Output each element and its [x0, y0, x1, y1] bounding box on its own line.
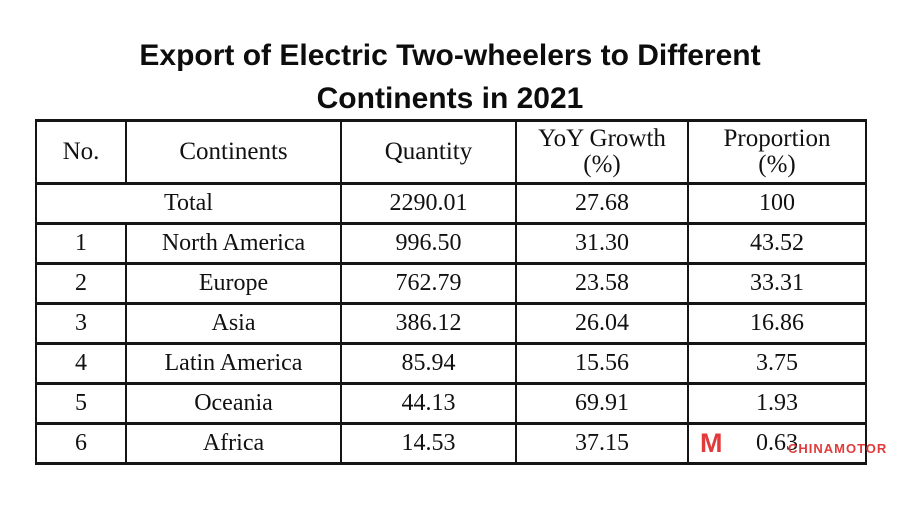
cell-quantity: 14.53 — [340, 422, 517, 465]
cell-continent: North America — [125, 222, 342, 265]
cell-proportion: 0.63 — [687, 422, 867, 465]
column-header-sub: (%) — [583, 151, 621, 178]
table-row: 6 Africa 14.53 37.15 0.63 — [35, 422, 867, 465]
total-row: Total 2290.01 27.68 100 — [35, 182, 867, 225]
cell-proportion: 3.75 — [687, 342, 867, 385]
table-row: 3 Asia 386.12 26.04 16.86 — [35, 302, 867, 345]
header-row: No. Continents Quantity YoY Growth (%) P… — [35, 119, 867, 185]
column-header-sub: (%) — [758, 151, 796, 178]
cell-no: 4 — [35, 342, 127, 385]
export-table: No. Continents Quantity YoY Growth (%) P… — [35, 119, 867, 465]
cell-total-yoy: 27.68 — [515, 182, 689, 225]
cell-total-proportion: 100 — [687, 182, 867, 225]
cell-no: 1 — [35, 222, 127, 265]
cell-proportion: 16.86 — [687, 302, 867, 345]
table-row: 2 Europe 762.79 23.58 33.31 — [35, 262, 867, 305]
cell-proportion: 43.52 — [687, 222, 867, 265]
table-row: 5 Oceania 44.13 69.91 1.93 — [35, 382, 867, 425]
cell-yoy: 26.04 — [515, 302, 689, 345]
table-row: 4 Latin America 85.94 15.56 3.75 — [35, 342, 867, 385]
cell-proportion: 1.93 — [687, 382, 867, 425]
cell-continent: Europe — [125, 262, 342, 305]
cell-total-label: Total — [35, 182, 342, 225]
page-title: Export of Electric Two-wheelers to Diffe… — [0, 34, 900, 120]
cell-quantity: 44.13 — [340, 382, 517, 425]
column-header-label: Continents — [179, 138, 288, 165]
cell-continent: Asia — [125, 302, 342, 345]
cell-no: 2 — [35, 262, 127, 305]
cell-yoy: 31.30 — [515, 222, 689, 265]
column-header-label: Quantity — [384, 138, 473, 165]
cell-proportion: 33.31 — [687, 262, 867, 305]
column-header-label: No. — [62, 138, 100, 165]
cell-continent: Africa — [125, 422, 342, 465]
page-title-line1: Export of Electric Two-wheelers to Diffe… — [139, 39, 761, 72]
cell-quantity: 996.50 — [340, 222, 517, 265]
cell-yoy: 23.58 — [515, 262, 689, 305]
column-header-continents: Continents — [125, 119, 342, 185]
column-header-no: No. — [35, 119, 127, 185]
cell-quantity: 762.79 — [340, 262, 517, 305]
cell-no: 6 — [35, 422, 127, 465]
cell-total-quantity: 2290.01 — [340, 182, 517, 225]
chinamotor-watermark-text: CHINAMOTOR — [788, 441, 888, 456]
cell-quantity: 85.94 — [340, 342, 517, 385]
cell-continent: Oceania — [125, 382, 342, 425]
table-row: 1 North America 996.50 31.30 43.52 — [35, 222, 867, 265]
column-header-label: Proportion — [723, 125, 831, 152]
column-header-proportion: Proportion (%) — [687, 119, 867, 185]
cell-continent: Latin America — [125, 342, 342, 385]
cell-yoy: 15.56 — [515, 342, 689, 385]
column-header-yoy-growth: YoY Growth (%) — [515, 119, 689, 185]
cell-yoy: 69.91 — [515, 382, 689, 425]
column-header-label: YoY Growth — [538, 125, 666, 152]
cell-quantity: 386.12 — [340, 302, 517, 345]
cell-no: 5 — [35, 382, 127, 425]
page-title-line2: Continents in 2021 — [316, 82, 584, 115]
cell-yoy: 37.15 — [515, 422, 689, 465]
cell-no: 3 — [35, 302, 127, 345]
column-header-quantity: Quantity — [340, 119, 517, 185]
chinamotor-logo-icon: M — [700, 428, 723, 458]
